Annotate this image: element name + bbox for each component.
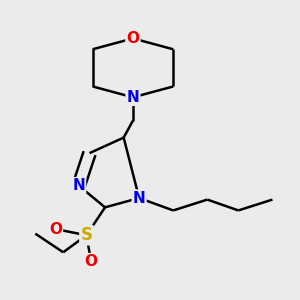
Text: O: O — [49, 221, 62, 236]
Text: N: N — [72, 178, 85, 193]
Text: O: O — [127, 31, 140, 46]
Text: N: N — [127, 90, 139, 105]
Text: O: O — [85, 254, 98, 269]
Text: S: S — [80, 226, 92, 244]
Text: N: N — [133, 190, 146, 206]
